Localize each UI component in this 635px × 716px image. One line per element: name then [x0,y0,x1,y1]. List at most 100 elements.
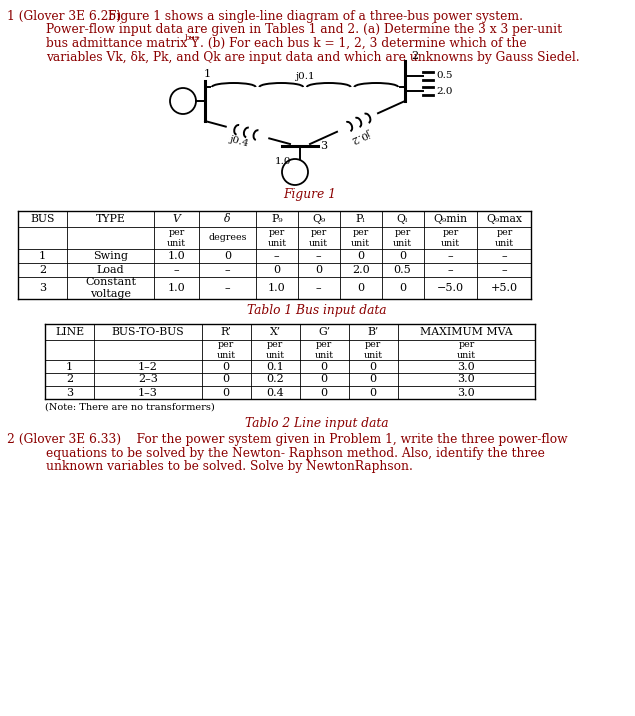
Text: –: – [502,265,507,275]
Text: 1–2: 1–2 [138,362,158,372]
Text: –: – [225,283,230,293]
Text: per
unit: per unit [309,228,328,248]
Text: 2: 2 [39,265,46,275]
Text: 2.0: 2.0 [352,265,370,275]
Text: TYPE: TYPE [96,214,126,224]
Text: 3: 3 [320,141,327,151]
Text: MAXIMUM MVA: MAXIMUM MVA [420,327,512,337]
Text: Figure 1 shows a single-line diagram of a three-bus power system.: Figure 1 shows a single-line diagram of … [108,10,523,23]
Text: R’: R’ [221,327,232,337]
Text: 0: 0 [357,283,364,293]
Text: –: – [448,265,453,275]
Text: 0: 0 [223,374,230,384]
Text: –: – [316,251,321,261]
Text: equations to be solved by the Newton- Raphson method. Also, identify the three: equations to be solved by the Newton- Ra… [46,447,545,460]
Text: per
unit: per unit [267,228,286,248]
Text: BUS-TO-BUS: BUS-TO-BUS [112,327,184,337]
Text: (Note: There are no transformers): (Note: There are no transformers) [45,403,215,412]
Text: degrees: degrees [208,233,246,243]
Text: 1: 1 [203,69,211,79]
Text: –: – [448,251,453,261]
Text: 0: 0 [223,387,230,397]
Text: 0: 0 [370,387,377,397]
Text: variables Vk, δk, Pk, and Qk are input data and which are unknowns by Gauss Sied: variables Vk, δk, Pk, and Qk are input d… [46,51,580,64]
Text: Q₉: Q₉ [312,214,325,224]
Text: 0.2: 0.2 [267,374,284,384]
Text: 2–3: 2–3 [138,374,158,384]
Text: 3.0: 3.0 [458,374,475,384]
Text: G’: G’ [318,327,330,337]
Text: –: – [173,265,179,275]
Text: 0.1: 0.1 [267,362,284,372]
Text: Q₉max: Q₉max [486,214,523,224]
Text: –: – [225,265,230,275]
Text: 0: 0 [321,374,328,384]
Text: per
unit: per unit [217,340,236,360]
Text: 2 (Glover 3E 6.33)    For the power system given in Problem 1, write the three p: 2 (Glover 3E 6.33) For the power system … [7,433,568,446]
Text: per
unit: per unit [315,340,334,360]
Text: 0.5: 0.5 [436,72,453,80]
Text: –: – [502,251,507,261]
Text: V: V [173,214,180,224]
Text: bus admittance matrix Y: bus admittance matrix Y [46,37,199,50]
Text: Pₗ: Pₗ [356,214,366,224]
Text: 0.4: 0.4 [267,387,284,397]
Text: unknown variables to be solved. Solve by NewtonRaphson.: unknown variables to be solved. Solve by… [46,460,413,473]
Text: 1.0: 1.0 [168,251,185,261]
Text: per
unit: per unit [441,228,460,248]
Text: bus: bus [185,34,200,42]
Text: j0.1: j0.1 [295,72,315,81]
Text: 0: 0 [357,251,364,261]
Text: 0: 0 [321,362,328,372]
Text: per
unit: per unit [167,228,186,248]
Text: 0: 0 [224,251,231,261]
Text: 0: 0 [315,265,322,275]
Text: 0: 0 [273,265,280,275]
Text: –: – [274,251,279,261]
Text: . (b) For each bus k = 1, 2, 3 determine which of the: . (b) For each bus k = 1, 2, 3 determine… [200,37,526,50]
Text: per
unit: per unit [495,228,514,248]
Text: 1: 1 [66,362,73,372]
Text: 3: 3 [39,283,46,293]
Text: 2: 2 [66,374,73,384]
Text: Q₉min: Q₉min [434,214,467,224]
Text: per
unit: per unit [266,340,285,360]
Text: 1.0: 1.0 [275,158,291,167]
Text: 3: 3 [66,387,73,397]
Text: B’: B’ [368,327,379,337]
Text: per
unit: per unit [393,228,412,248]
Text: –: – [316,283,321,293]
Text: Power-flow input data are given in Tables 1 and 2. (a) Determine the 3 x 3 per-u: Power-flow input data are given in Table… [46,24,562,37]
Text: 0: 0 [399,283,406,293]
Text: P₉: P₉ [271,214,283,224]
Text: 0: 0 [370,362,377,372]
Text: 1: 1 [39,251,46,261]
Text: 1.0: 1.0 [268,283,286,293]
Text: 0.5: 0.5 [394,265,411,275]
Text: 0: 0 [321,387,328,397]
Text: Qₗ: Qₗ [397,214,408,224]
Text: Constant
voltage: Constant voltage [85,277,136,299]
Text: δ: δ [224,214,231,224]
Text: 0: 0 [223,362,230,372]
Text: BUS: BUS [30,214,55,224]
Text: 1–3: 1–3 [138,387,158,397]
Text: Tablo 2 Line input data: Tablo 2 Line input data [245,417,389,430]
Text: LINE: LINE [55,327,84,337]
Text: per
unit: per unit [457,340,476,360]
Text: 3.0: 3.0 [458,387,475,397]
Text: 2.0: 2.0 [436,87,453,95]
Text: +5.0: +5.0 [491,283,518,293]
Text: 2: 2 [411,51,418,61]
Text: per
unit: per unit [364,340,383,360]
Text: 1.0: 1.0 [168,283,185,293]
Text: Load: Load [97,265,124,275]
Text: Swing: Swing [93,251,128,261]
Text: 3.0: 3.0 [458,362,475,372]
Text: per
unit: per unit [351,228,370,248]
Text: Tablo 1 Bus input data: Tablo 1 Bus input data [247,304,387,317]
Text: 1 (Glover 3E 6.25): 1 (Glover 3E 6.25) [7,10,121,23]
Text: j0.4: j0.4 [228,134,250,148]
Text: −5.0: −5.0 [437,283,464,293]
Text: Figure 1: Figure 1 [284,188,337,201]
